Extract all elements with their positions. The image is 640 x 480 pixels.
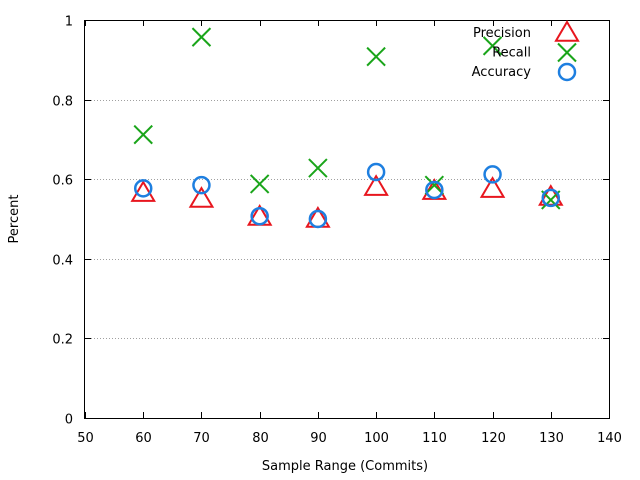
legend-marker-recall — [557, 42, 577, 63]
recall-point — [249, 174, 270, 194]
y-tick-label: 0.6 — [52, 174, 73, 189]
series-accuracy — [133, 162, 561, 229]
marker-layer — [130, 27, 564, 229]
accuracy-point — [483, 165, 502, 184]
recall-point — [308, 158, 328, 178]
recall-point — [133, 124, 153, 145]
y-tick-label: 1 — [65, 15, 73, 30]
recall-point — [482, 36, 503, 56]
legend: Precision Recall Accuracy — [472, 20, 580, 82]
legend-marker-accuracy — [557, 62, 577, 82]
y-tick-label: 0 — [65, 413, 73, 428]
accuracy-point — [541, 188, 561, 208]
x-tick-label: 130 — [539, 431, 564, 446]
grid-layer — [85, 100, 609, 339]
x-tick-label: 70 — [193, 431, 210, 446]
recall-point — [191, 27, 212, 47]
y-tick-label: 0.2 — [52, 333, 73, 348]
y-axis-label: Percent — [7, 195, 22, 244]
x-tick-label: 120 — [481, 431, 506, 446]
plot-frame — [84, 20, 610, 419]
accuracy-point — [366, 162, 386, 182]
legend-label-precision: Precision — [473, 26, 531, 41]
recall-point — [366, 46, 386, 67]
accuracy-point — [308, 209, 328, 229]
precision-point — [479, 176, 506, 198]
x-axis-label: Sample Range (Commits) — [262, 459, 428, 474]
x-tick-label: 50 — [77, 431, 94, 446]
precision-point — [130, 180, 156, 202]
tick-layer: 0 0.2 0.4 0.6 0.8 1 50 60 70 80 90 100 110 120 130 140 — [52, 15, 622, 447]
accuracy-point — [250, 206, 269, 226]
legend-label-accuracy: Accuracy — [472, 65, 532, 80]
accuracy-point — [425, 180, 444, 200]
legend-label-recall: Recall — [492, 46, 531, 61]
x-tick-label: 100 — [364, 431, 389, 446]
x-tick-label: 110 — [422, 431, 447, 446]
precision-point — [188, 186, 215, 208]
accuracy-point — [133, 179, 153, 198]
y-tick-label: 0.4 — [52, 254, 73, 269]
y-tick-label: 0.8 — [52, 95, 73, 110]
legend-marker-precision — [554, 20, 580, 42]
series-precision — [130, 174, 564, 228]
precision-point — [363, 174, 389, 196]
recall-point — [424, 175, 445, 195]
accuracy-point — [192, 175, 211, 195]
x-tick-label: 60 — [135, 431, 152, 446]
x-tick-label: 140 — [597, 431, 622, 446]
series-recall — [133, 27, 561, 210]
x-tick-label: 90 — [310, 431, 327, 446]
x-tick-label: 80 — [252, 431, 269, 446]
